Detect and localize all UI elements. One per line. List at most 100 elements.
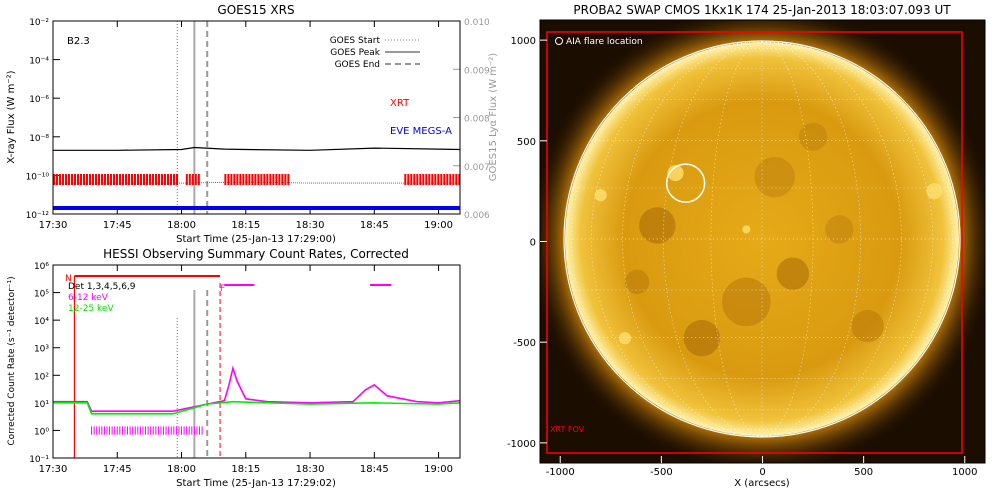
goes-ylabel: X-ray Flux (W m⁻²) — [6, 70, 17, 163]
goes-xrt-coverage-bar — [134, 174, 136, 185]
longitude-gridline — [761, 41, 861, 437]
goes-xrt-label: XRT — [390, 98, 410, 109]
goes-xrt-coverage-bar — [242, 174, 245, 185]
goes-xtick-label: 17:30 — [39, 220, 68, 231]
hessi-xtick-label: 19:00 — [424, 464, 453, 475]
hessi-ytick-label: 10⁶ — [34, 262, 49, 272]
goes-xrt-coverage-bar — [164, 174, 166, 185]
goes-xrt-coverage-bar — [59, 174, 61, 185]
hessi-xtick-label: 17:30 — [39, 464, 68, 475]
goes-eve-label: EVE MEGS-A — [390, 126, 452, 137]
goes-xrt-coverage-bar — [92, 174, 94, 185]
goes-xrt-coverage-bar — [95, 174, 97, 185]
hessi-title: HESSI Observing Summary Count Rates, Cor… — [103, 247, 409, 261]
goes-plot-area: 17:30 17:45 18:00 18:15 18:30 18:45 19:00 10⁻¹²… — [26, 18, 490, 231]
longitude-gridline — [761, 41, 953, 437]
goes-xrt-coverage-bar — [419, 174, 422, 185]
goes-y2tick-label: 0.006 — [464, 211, 490, 221]
swap-xtick-label: -1000 — [546, 467, 575, 478]
goes-xrt-coverage-bar — [260, 174, 263, 185]
goes-y2tick-label: 0.010 — [464, 18, 490, 28]
goes-xrt-coverage-bar — [278, 174, 281, 185]
goes-xrt-coverage-bar — [128, 174, 130, 185]
goes-xrt-coverage-bar — [77, 174, 79, 185]
sun-dark-region — [754, 156, 795, 198]
hessi-flare-flag: F — [220, 284, 225, 294]
goes-xrt-coverage-bar — [116, 174, 118, 185]
goes-xrt-coverage-bar — [104, 174, 106, 185]
hessi-legend-12-25: 12-25 keV — [68, 304, 114, 314]
goes-xrt-coverage-bar — [131, 174, 133, 185]
hessi-ytick-label: 10³ — [34, 345, 49, 355]
goes-xtick-label: 19:00 — [424, 220, 453, 231]
sun-dark-region — [776, 257, 810, 290]
goes-xrt-coverage-bar — [422, 174, 425, 185]
goes-xrt-coverage-bar — [443, 174, 446, 185]
swap-xlabel: X (arcsecs) — [734, 478, 790, 489]
goes-xrt-coverage-bar — [425, 174, 428, 185]
goes-annotation: B2.3 — [67, 36, 90, 47]
goes-legend: GOES Start GOES Peak GOES End — [330, 36, 420, 70]
goes-xrt-coverage-bar — [194, 174, 197, 185]
goes-xrt-coverage-bar — [452, 174, 455, 185]
goes-xrt-coverage-bar — [236, 174, 239, 185]
goes-xrt-coverage-bar — [158, 174, 160, 185]
longitude-gridline — [571, 41, 763, 437]
goes-xrt-coverage-bar — [410, 174, 413, 185]
goes-xrt-coverage-bar — [281, 174, 284, 185]
hessi-panel: HESSI Observing Summary Count Rates, Cor… — [7, 247, 461, 489]
goes-xrt-coverage-bar — [68, 174, 70, 185]
goes-xrt-coverage-bar — [107, 174, 109, 185]
goes-ytick-label: 10⁻⁸ — [29, 134, 49, 144]
goes-y2tick-label: 0.008 — [464, 115, 490, 125]
hessi-xtick-label: 17:45 — [103, 464, 132, 475]
longitude-gridline — [710, 41, 763, 437]
goes-xrt-coverage-bar — [89, 174, 91, 185]
hessi-ytick-label: 10⁴ — [34, 317, 49, 327]
swap-image-panel: PROBA2 SWAP CMOS 1Kx1K 174 25-Jan-2013 1… — [507, 3, 986, 489]
sun-dark-region — [851, 309, 884, 343]
goes-xrt-coverage-bar — [434, 174, 437, 185]
goes-xrt-coverage-bar — [251, 174, 254, 185]
goes-xrt-coverage-bar — [53, 174, 55, 185]
goes-xrt-coverage-bar — [404, 174, 407, 185]
hessi-plot-area: 17:30 17:45 18:00 18:15 18:30 18:45 19:00 10⁻¹ 1… — [29, 262, 461, 475]
sun-bright-region — [594, 189, 607, 202]
swap-legend-symbol — [555, 37, 563, 45]
goes-xrt-coverage-bar — [98, 174, 100, 185]
xrt-fov-box — [546, 31, 963, 454]
goes-xrt-coverage-bar — [119, 174, 121, 185]
sun-dark-region — [683, 319, 721, 357]
goes-xrt-coverage-bar — [275, 174, 278, 185]
goes-xrt-coverage-bar — [86, 174, 88, 185]
goes-xrt-coverage-bar — [149, 174, 151, 185]
goes-xrt-coverage-bar — [248, 174, 251, 185]
swap-fov-label: XRT FOV — [550, 425, 585, 434]
goes-xrt-coverage-bar — [272, 174, 275, 185]
sun-dark-region — [639, 207, 676, 244]
goes-xrt-coverage-bar — [173, 174, 175, 185]
goes-xrt-coverage-bar — [74, 174, 76, 185]
goes-xrt-coverage-bar — [449, 174, 452, 185]
hessi-frame — [52, 264, 461, 459]
goes-xrt-coverage-bar — [428, 174, 431, 185]
hessi-series-line — [53, 365, 461, 412]
hessi-xtick-label: 18:45 — [360, 464, 389, 475]
hessi-xtick-label: 18:30 — [296, 464, 325, 475]
goes-series-line — [53, 146, 461, 151]
goes-xrt-coverage-bar — [161, 174, 163, 185]
hessi-series-line — [53, 400, 461, 415]
goes-xrt-coverage-bar — [113, 174, 115, 185]
goes-ytick-label: 10⁻⁶ — [29, 95, 49, 105]
goes-xrt-coverage-bar — [71, 174, 73, 185]
sun-bright-region — [926, 183, 943, 200]
goes-xrt-coverage-bar — [170, 174, 172, 185]
heliographic-grid — [564, 41, 960, 437]
sun-dark-region — [624, 269, 650, 294]
goes-xrt-coverage-bar — [140, 174, 142, 185]
sun-bright-region — [667, 164, 684, 182]
goes-y2tick-label: 0.007 — [464, 163, 490, 173]
goes-legend-start: GOES Start — [330, 36, 381, 46]
goes-xrt-coverage-bar — [122, 174, 124, 185]
hessi-xtick-label: 18:00 — [167, 464, 196, 475]
